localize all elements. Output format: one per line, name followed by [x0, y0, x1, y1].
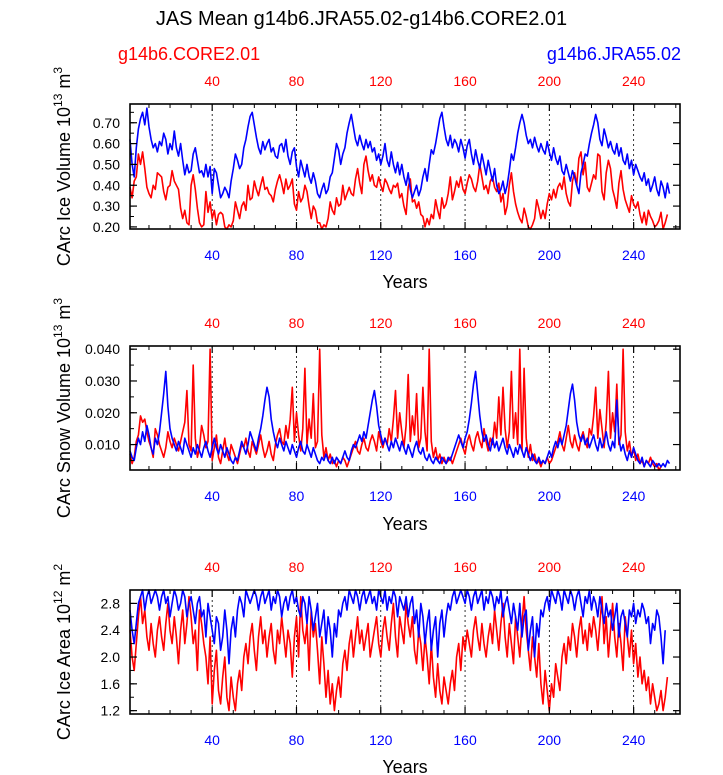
panel-3-xtick-label-top: 80 [289, 559, 305, 575]
panel-3-xtick-label-top: 160 [453, 559, 477, 575]
panel-1-ylabel: CArc Ice Volume 1013 m3 [51, 67, 74, 266]
panel-1-ylabel-unit: 10 [54, 107, 74, 127]
panel-1-ytick-label: 0.20 [93, 219, 120, 235]
panel-3-ytick-label: 1.6 [101, 676, 121, 692]
panel-3-xtick-label-bottom: 240 [622, 732, 646, 748]
panel-2-xtick-label-bottom: 80 [289, 488, 305, 504]
panel-1-xtick-label-bottom: 120 [369, 247, 393, 263]
panel-2-ylabel-tail: m [54, 305, 74, 320]
panel-3-xtick-label-bottom: 80 [289, 732, 305, 748]
panel-3-series-jra [129, 589, 666, 665]
panel-2-xtick-label-bottom: 40 [204, 488, 220, 504]
panel-2-ytick-label: 0.040 [85, 341, 120, 357]
panel-1-series-core [129, 151, 669, 230]
panel-2-ytick-label: 0.030 [85, 373, 120, 389]
panel-1-xtick-label-bottom: 80 [289, 247, 305, 263]
panel-2-series-jra [129, 370, 671, 468]
panel-2-ylabel-exp: 13 [51, 324, 65, 338]
panel-3-xtick-label-bottom: 200 [538, 732, 562, 748]
panel-1-ylabel-tail-exp: 3 [51, 67, 65, 74]
panel-2-xtick-label-top: 160 [453, 315, 477, 331]
panel-3-xtick-label-top: 200 [538, 559, 562, 575]
panel-2-frame [129, 345, 681, 471]
panel-1-xtick-label-bottom: 240 [622, 247, 646, 263]
panel-3-xlabel: Years [382, 757, 427, 775]
panel-2-xtick-label-top: 80 [289, 315, 305, 331]
panel-2-xtick-label-top: 240 [622, 315, 646, 331]
panel-3-xtick-label-bottom: 40 [204, 732, 220, 748]
panel-3-ylabel-tail-exp: 2 [51, 564, 65, 571]
panel-1-xtick-label-top: 40 [204, 73, 220, 89]
panel-3-ylabel: CArc Ice Area 1012 m2 [51, 564, 74, 740]
panel-2-xtick-label-top: 200 [538, 315, 562, 331]
panel-3-frame [129, 589, 681, 715]
panel-3-ylabel-unit: 10 [54, 604, 74, 624]
panel-3-ytick-label: 2.4 [101, 622, 121, 638]
panel-1-ylabel-tail: m [54, 74, 74, 89]
panel-1-xtick-label-bottom: 40 [204, 247, 220, 263]
panel-1-xtick-label-top: 80 [289, 73, 305, 89]
panel-3-ytick-label: 1.2 [101, 703, 121, 719]
panel-2-ylabel-unit: 10 [54, 338, 74, 358]
panel-3-ylabel-tail: m [54, 571, 74, 586]
panel-3-xtick-label-top: 40 [204, 559, 220, 575]
panel-2: 0.010 0.020 0.030 0.040 40 40 80 80 120 120 160 160… [51, 298, 681, 534]
panel-1-xtick-label-bottom: 160 [453, 247, 477, 263]
panel-2-xtick-label-bottom: 200 [538, 488, 562, 504]
panel-2-ylabel-text: CArc Snow Volume [54, 363, 74, 518]
legend-jra: g14b6.JRA55.02 [546, 44, 681, 64]
panel-1-ylabel-text: CArc Ice Volume [54, 132, 74, 266]
legend-core: g14b6.CORE2.01 [118, 44, 261, 64]
panel-2-xtick-label-top: 40 [204, 315, 220, 331]
panel-3-ytick-label: 2.8 [101, 595, 121, 611]
panel-1-ylabel-exp: 13 [51, 93, 65, 107]
panel-1-xtick-label-top: 160 [453, 73, 477, 89]
panel-1: 0.20 0.30 0.40 0.50 0.60 0.70 40 40 80 80 120 120 16… [51, 67, 681, 292]
panel-3-xtick-label-bottom: 120 [369, 732, 393, 748]
figure-title: JAS Mean g14b6.JRA55.02-g14b6.CORE2.01 [155, 8, 568, 30]
panel-2-ylabel: CArc Snow Volume 1013 m3 [51, 298, 74, 518]
panel-2-xtick-label-bottom: 160 [453, 488, 477, 504]
panel-1-ytick-label: 0.40 [93, 177, 120, 193]
panel-2-xtick-label-bottom: 240 [622, 488, 646, 504]
panel-1-frame [129, 103, 681, 230]
panel-1-series-jra [129, 107, 671, 199]
panel-3-xtick-label-bottom: 160 [453, 732, 477, 748]
panel-3: 1.2 1.6 2.0 2.4 2.8 40 40 80 80 120 120 160 160 200 20… [51, 559, 681, 775]
panel-3-xtick-label-top: 240 [622, 559, 646, 575]
panel-3-series-core [129, 595, 669, 712]
panel-1-ytick-label: 0.50 [93, 156, 120, 172]
panel-2-ytick-label: 0.010 [85, 437, 120, 453]
panel-1-ytick-label: 0.60 [93, 136, 120, 152]
panel-1-xtick-label-top: 240 [622, 73, 646, 89]
panel-3-ylabel-exp: 12 [51, 590, 65, 604]
panel-1-ytick-label: 0.70 [93, 115, 120, 131]
panel-2-ytick-label: 0.020 [85, 405, 120, 421]
panel-1-xtick-label-top: 120 [369, 73, 393, 89]
panel-3-xtick-label-top: 120 [369, 559, 393, 575]
panel-1-xtick-label-bottom: 200 [538, 247, 562, 263]
panel-2-ylabel-tail-exp: 3 [51, 298, 65, 305]
panel-2-xtick-label-top: 120 [369, 315, 393, 331]
panel-3-ytick-label: 2.0 [101, 649, 121, 665]
panel-3-ylabel-text: CArc Ice Area [54, 628, 74, 740]
panel-2-xlabel: Years [382, 514, 427, 534]
panel-1-xlabel: Years [382, 272, 427, 292]
panel-2-xtick-label-bottom: 120 [369, 488, 393, 504]
panel-2-series-core [129, 348, 662, 471]
panel-1-xtick-label-top: 200 [538, 73, 562, 89]
panel-1-ytick-label: 0.30 [93, 198, 120, 214]
